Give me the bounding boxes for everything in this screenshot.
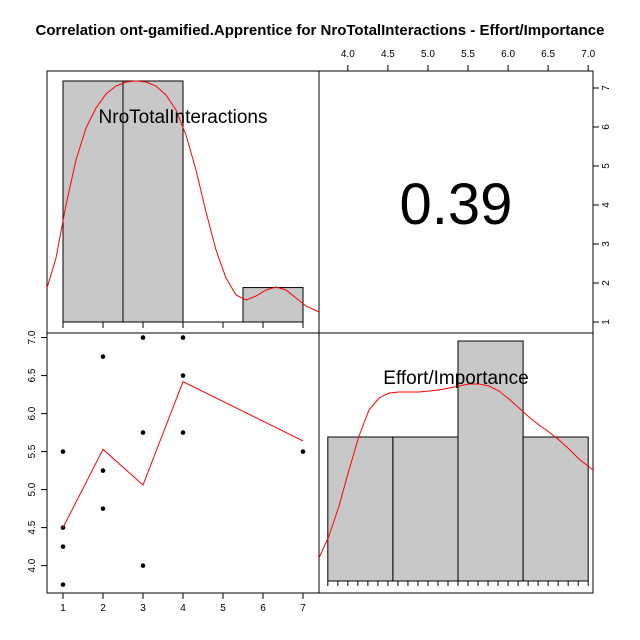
scatter-point [100,354,106,359]
x-tick-label: 3 [140,603,146,614]
histogram-bar [62,80,124,323]
correlation-value: 0.39 [400,172,513,237]
top-tick-label: 7.0 [581,49,595,60]
histogram-bar [457,340,524,582]
right-tick-label: 1 [601,319,612,325]
chart-title: Correlation ont-gamified.Apprentice for … [36,22,605,39]
scatter-point [100,468,106,473]
x-tick-label: 5 [220,603,226,614]
right-tick-label: 2 [601,280,612,286]
histogram-bar [392,436,459,582]
top-tick-label: 5.5 [461,49,475,60]
right-tick-label: 4 [601,202,612,208]
x-tick-label: 2 [100,603,106,614]
scatter-point [60,449,66,454]
scatter-point [180,335,186,340]
axes: 1 2 3 4 5 6 7 4.0 4.5 5.0 5.5 6.0 6.5 7.0 4.0 4.5 5.0 5.5… [27,49,612,614]
scatter-point [140,430,146,435]
histogram-bar [327,436,394,582]
x-tick-label: 6 [260,603,266,614]
diagonal-label-effort-importance: Effort/Importance [383,368,528,389]
y-tick-label: 4.5 [27,520,38,534]
scatter-point [180,430,186,435]
top-tick-label: 6.5 [541,49,555,60]
density-curve [318,383,594,559]
right-tick-label: 7 [601,85,612,91]
scatter-point [60,544,66,549]
y-tick-label: 5.5 [27,444,38,458]
y-tick-label: 4.0 [27,558,38,572]
top-tick-label: 5.0 [421,49,435,60]
histogram-effort-importance [318,340,594,582]
scatter-point [180,373,186,378]
y-tick-label: 5.0 [27,482,38,496]
scatter-point [60,582,66,587]
scatter-point [140,335,146,340]
histogram-nrototalinteractions [46,80,320,323]
x-tick-label: 7 [300,603,306,614]
x-tick-label: 4 [180,603,186,614]
panel-bottom-left-frame [46,332,320,594]
scatter-point [100,506,106,511]
x-tick-label: 1 [60,603,66,614]
right-tick-label: 5 [601,163,612,169]
scatter-point [300,449,306,454]
scatter-point [140,563,146,568]
right-tick-label: 3 [601,241,612,247]
histogram-bar [242,287,304,323]
y-tick-label: 6.5 [27,368,38,382]
scatter-panel [60,335,306,587]
top-tick-label: 4.0 [341,49,355,60]
diagonal-label-nrototalinteractions: NroTotalInteractions [99,107,268,128]
panel-bottom-right-frame [318,332,594,594]
top-tick-label: 6.0 [501,49,515,60]
y-tick-label: 6.0 [27,406,38,420]
right-tick-label: 6 [601,124,612,130]
histogram-bar [522,436,589,582]
smooth-line [62,380,304,528]
density-curve [46,80,320,313]
top-tick-label: 4.5 [381,49,395,60]
y-tick-label: 7.0 [27,330,38,344]
